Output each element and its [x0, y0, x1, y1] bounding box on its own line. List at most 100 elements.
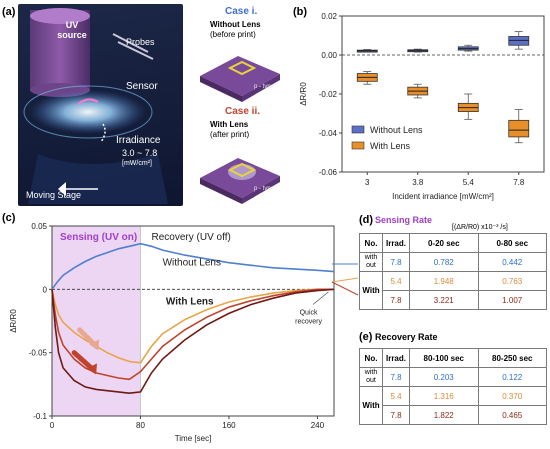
table-d-h0: No.	[359, 233, 383, 253]
chip-without-lens: p - type	[200, 56, 280, 102]
table-e-r2-b: 0.465	[477, 405, 547, 425]
table-d-h3: 0-80 sec	[477, 233, 547, 253]
box-0-0	[356, 49, 378, 53]
box-plot-chart: 0.02 0.00 -0.02 -0.04 -0.06 3 3.8 5.4 7.8 Inciden…	[299, 12, 545, 201]
case1-sub2: (before print)	[210, 30, 256, 39]
table-e-r0-a: 0.203	[409, 367, 479, 387]
box-1-1	[407, 83, 429, 99]
annotation-quick-recovery-1: Quick	[300, 310, 318, 317]
panel-label-a: (a)	[2, 6, 16, 18]
table-e-h0: No.	[359, 348, 383, 368]
y-axis-label: ΔR/R0	[299, 82, 308, 106]
trend-arrow-1-head	[89, 339, 100, 351]
table-e-r2-irrad: 7.8	[382, 405, 410, 425]
table-d-r0-b: 0.442	[477, 252, 547, 272]
case2-sub2: (after print)	[210, 130, 250, 139]
y-tick-label: -0.04	[319, 129, 338, 138]
legend-swatch-0	[351, 125, 365, 134]
series-line-1	[51, 288, 334, 364]
panel-label-b: (b)	[293, 6, 308, 18]
setup-photo: UV source Probes Sensor Irradiance 3.0 ~…	[18, 4, 183, 206]
table-e-title: Recovery Rate	[375, 332, 438, 342]
box-1-2	[457, 93, 479, 120]
legend-label-1: With Lens	[370, 141, 411, 151]
irradiance-range: 3.0 ~ 7.8	[122, 148, 158, 158]
box-0-1	[407, 48, 429, 53]
connector-with-red	[331, 281, 359, 296]
connector-with-orange	[331, 277, 359, 283]
table-row: with out 7.8 0.782 0.442	[359, 252, 547, 272]
table-d-r2-b: 1.007	[477, 290, 547, 310]
table-d-h1: Irrad.	[382, 233, 410, 253]
annotation-with-lens: With Lens	[166, 297, 214, 308]
table-d-group-without: with out	[359, 252, 383, 272]
table-e-r1-irrad: 5.4	[382, 386, 410, 406]
table-e-group-with: With	[359, 386, 383, 425]
y-tick-label: -0.1	[33, 412, 47, 421]
recovery-rate-table: No. Irrad. 80-100 sec 80-250 sec with out…	[359, 348, 547, 425]
case1-title: Case i.	[225, 6, 258, 17]
trend-arrow-2-head	[87, 363, 98, 375]
legend-label-0: Without Lens	[370, 125, 423, 135]
table-row: with out 7.8 0.203 0.122	[359, 367, 547, 387]
connector-arrows	[331, 263, 359, 296]
x-axis-label: Incident irradiance [mW/cm²]	[392, 192, 494, 201]
x-tick-label: 240	[311, 421, 325, 430]
chip-label-1: p - type	[254, 84, 275, 90]
table-row: 7.8 3.221 1.007	[360, 290, 547, 310]
probes-label: Probes	[126, 37, 155, 47]
x-tick-label: 0	[50, 421, 55, 430]
series-line-2	[51, 288, 334, 381]
annotation-without-lens: Without Lens	[163, 257, 221, 268]
chip-with-lens: p - type	[200, 158, 280, 204]
panel-label-c: (c)	[2, 212, 16, 224]
sensing-region-label: Sensing (UV on)	[60, 232, 137, 243]
line-chart: Sensing (UV on) Recovery (UV off)0.050-0.…	[9, 222, 335, 443]
table-d-title: Sensing Rate	[375, 215, 433, 225]
setup-illustration	[23, 8, 168, 204]
x-axis-label: Time [sec]	[175, 434, 212, 443]
table-e-h3: 80-250 sec	[477, 348, 547, 368]
recovery-region-label: Recovery (UV off)	[152, 232, 231, 243]
box-1-3	[508, 109, 530, 144]
x-tick-label: 80	[136, 421, 145, 430]
table-d-r1-a: 1.948	[409, 271, 479, 291]
uv-glow	[30, 90, 146, 134]
plot-frame	[51, 225, 335, 417]
y-axis-label: ΔR/R0	[9, 309, 18, 333]
irradiance-label: Irradiance	[116, 135, 161, 146]
x-tick-label: 7.8	[513, 178, 525, 187]
chip-label-2: p - type	[254, 186, 275, 192]
table-d-r1-irrad: 5.4	[382, 271, 410, 291]
table-d-r2-irrad: 7.8	[382, 290, 410, 310]
table-e-r1-a: 1.316	[409, 386, 479, 406]
y-tick-label: -0.05	[29, 349, 48, 358]
table-row: With 5.4 1.948 0.763	[359, 271, 547, 310]
box-0-3	[508, 31, 530, 50]
irradiance-unit: [mW/cm²]	[122, 160, 152, 167]
case2-sub1: With Lens	[210, 120, 249, 129]
legend-swatch-1	[351, 141, 365, 150]
y-tick-label: 0.05	[31, 222, 47, 231]
table-d-r0-a: 0.782	[409, 252, 479, 272]
table-d-header-row: No. Irrad. 0-20 sec 0-80 sec	[359, 233, 547, 253]
quick-recovery-pointer	[312, 291, 329, 305]
table-e-r1-b: 0.370	[477, 386, 547, 406]
x-tick-label: 3.8	[412, 178, 424, 187]
annotation-quick-recovery-2: recovery	[295, 319, 322, 326]
sensing-rate-table: No. Irrad. 0-20 sec 0-80 sec with out 7.8…	[359, 233, 547, 310]
y-tick-label: -0.02	[319, 90, 338, 99]
x-tick-label: 160	[222, 421, 236, 430]
moving-stage-label: Moving Stage	[26, 190, 82, 200]
x-tick-label: 5.4	[463, 178, 475, 187]
table-d-unit: [(ΔR/R0) x10⁻³ /s]	[452, 224, 508, 231]
panel-label-e: (e)	[359, 331, 373, 343]
table-row: 7.8 1.822 0.465	[360, 405, 547, 425]
table-e-r2-a: 1.822	[409, 405, 479, 425]
uv-source-label: UV source	[57, 20, 87, 40]
uv-source-top	[30, 8, 90, 24]
y-tick-label: 0.02	[321, 12, 337, 21]
box-0-2	[457, 44, 479, 52]
table-d-group-with: With	[359, 271, 383, 310]
table-d-h2: 0-20 sec	[409, 233, 479, 253]
